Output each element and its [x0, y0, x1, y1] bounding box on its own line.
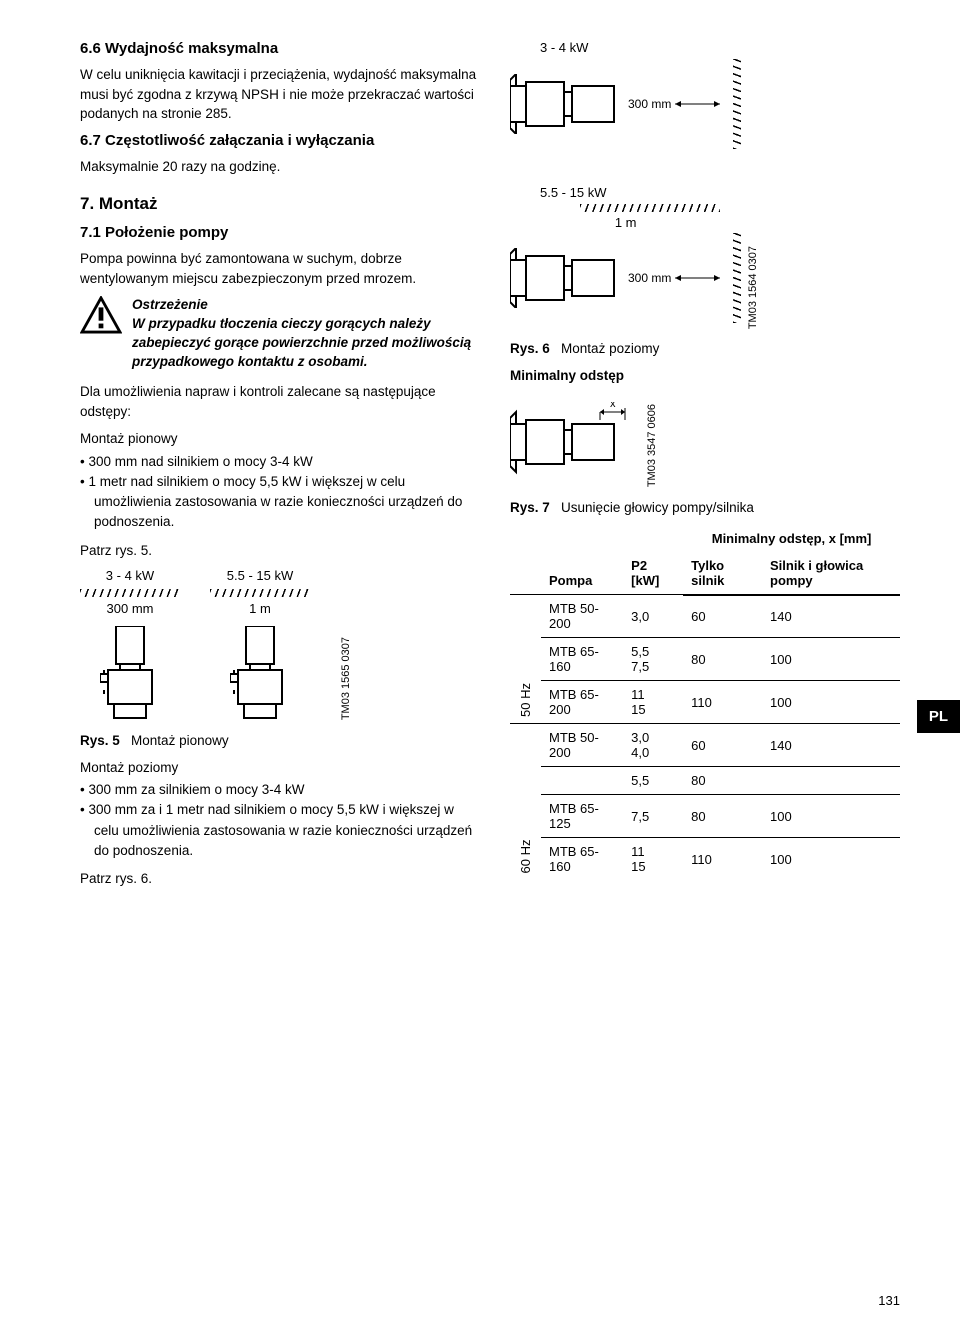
section-6-6-title: 6.6 Wydajność maksymalna [80, 40, 480, 57]
pump-horizontal-large-icon [510, 248, 620, 308]
col-tylko: Tylko silnik [683, 552, 762, 595]
section-6-7-title: 6.7 Częstotliwość załączania i wyłączani… [80, 132, 480, 149]
col-min-odstep: Minimalny odstęp, x [mm] [683, 525, 900, 552]
section-6-6-body: W celu uniknięcia kawitacji i przeciążen… [80, 65, 480, 124]
repair-intro: Dla umożliwienia napraw i kontroli zalec… [80, 382, 480, 421]
section-7-1-body: Pompa powinna być zamontowana w suchym, … [80, 249, 480, 288]
pump-x-icon: x [510, 402, 640, 482]
section-7-1-title: 7.1 Położenie pompy [80, 224, 480, 241]
patrz-rys-5: Patrz rys. 5. [80, 543, 480, 558]
montaz-pionowy-label: Montaż pionowy [80, 429, 480, 449]
bullets-poziomy: 300 mm za silnikiem o mocy 3-4 kW 300 mm… [80, 780, 480, 861]
fig6-caption: Rys. 6 Montaż poziomy [510, 341, 900, 356]
tm-code-2: TM03 1564 0307 [747, 246, 759, 329]
fig7-caption: Rys. 7 Usunięcie głowicy pompy/silnika [510, 500, 900, 515]
kw-label-large-2: 5.5 - 15 kW [540, 185, 900, 200]
bullets-pionowy: 300 mm nad silnikiem o mocy 3-4 kW 1 met… [80, 452, 480, 533]
figure-5-row: 3 - 4 kW 300 mm 5.5 - 15 kW 1 m [80, 568, 480, 721]
language-tab: PL [917, 700, 960, 733]
pump-horizontal-small-icon [510, 74, 620, 134]
warning-text: Ostrzeżenie W przypadku tłoczenia cieczy… [132, 296, 480, 372]
dim-1m-1: 1 m [249, 601, 271, 616]
col-p2: P2 [kW] [623, 525, 683, 595]
dim-300-2: 300 mm [628, 97, 671, 111]
arrow-icon [675, 99, 725, 109]
kw-label-large-1: 5.5 - 15 kW [227, 568, 293, 583]
pump-x-block: x TM03 3547 0606 [510, 394, 900, 488]
clearance-table: Pompa P2 [kW] Minimalny odstęp, x [mm] T… [510, 525, 900, 881]
arrow-icon [675, 273, 725, 283]
svg-text:x: x [610, 402, 616, 410]
montaz-poziomy-label: Montaż poziomy [80, 758, 480, 778]
col-glowica: Silnik i głowica pompy [762, 552, 900, 595]
col-pompa: Pompa [541, 525, 623, 595]
kw-label-small-2: 3 - 4 kW [540, 40, 900, 55]
min-odstep-label: Minimalny odstęp [510, 366, 900, 386]
kw-label-small-1: 3 - 4 kW [106, 568, 154, 583]
page-number: 131 [878, 1293, 900, 1308]
fig5-caption: Rys. 5 Montaż pionowy [80, 733, 480, 748]
dim-300-3: 300 mm [628, 271, 671, 285]
dim-1m-2: 1 m [510, 215, 741, 230]
tm-code-1: TM03 1565 0307 [340, 637, 352, 720]
pump-horiz-large-block: 1 m 300 mm TM03 1564 030 [510, 204, 900, 329]
section-6-7-body: Maksymalnie 20 razy na godzinę. [80, 157, 480, 177]
section-7-title: 7. Montaż [80, 194, 480, 214]
tm-code-3: TM03 3547 0606 [646, 404, 658, 487]
pump-vertical-small-icon [100, 626, 160, 721]
warning-icon [80, 296, 122, 334]
pump-vertical-large-icon [230, 626, 290, 721]
warning-box: Ostrzeżenie W przypadku tłoczenia cieczy… [80, 296, 480, 372]
pump-horiz-small-block: 300 mm [510, 59, 900, 149]
dim-300-1: 300 mm [107, 601, 154, 616]
patrz-rys-6: Patrz rys. 6. [80, 871, 480, 886]
